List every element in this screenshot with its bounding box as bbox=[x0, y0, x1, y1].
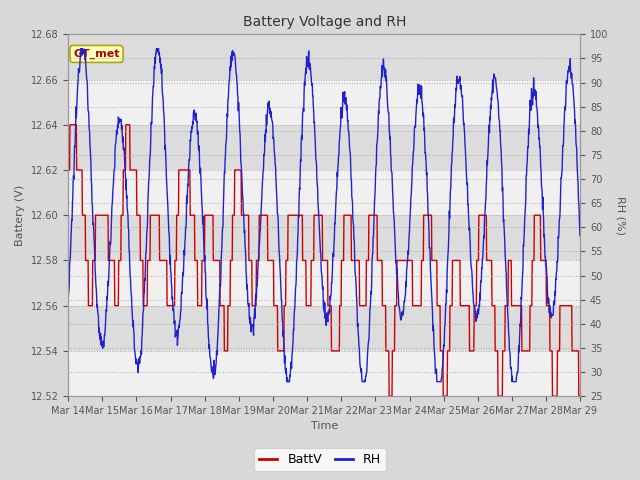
Bar bbox=[68, 306, 580, 351]
Bar bbox=[68, 261, 580, 306]
X-axis label: Time: Time bbox=[310, 421, 338, 432]
Title: Battery Voltage and RH: Battery Voltage and RH bbox=[243, 15, 406, 29]
Bar bbox=[68, 80, 580, 125]
Bar bbox=[68, 125, 580, 170]
Y-axis label: Battery (V): Battery (V) bbox=[15, 185, 25, 246]
Bar bbox=[68, 35, 580, 80]
Bar bbox=[68, 351, 580, 396]
Y-axis label: RH (%): RH (%) bbox=[615, 196, 625, 235]
Bar bbox=[68, 215, 580, 261]
Bar bbox=[68, 170, 580, 215]
Legend: BattV, RH: BattV, RH bbox=[253, 448, 387, 471]
Text: GT_met: GT_met bbox=[73, 49, 120, 59]
